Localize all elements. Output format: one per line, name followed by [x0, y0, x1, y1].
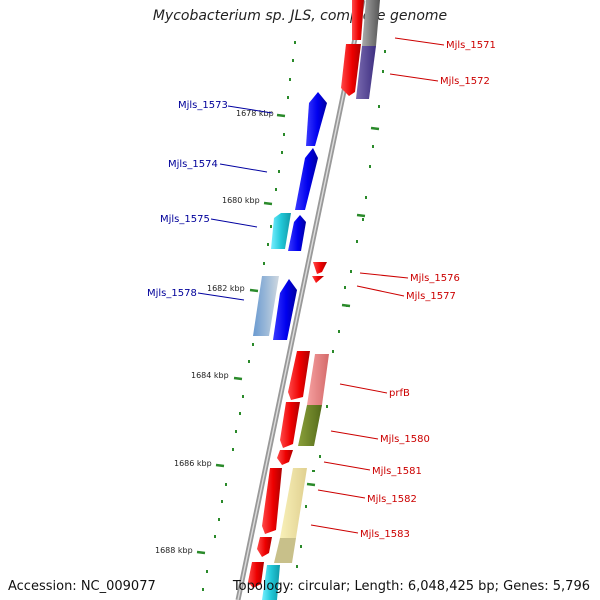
gene-label[interactable]: Mjls_1575	[160, 214, 210, 225]
tick-label: 1678 kbp	[236, 109, 274, 118]
gene-arrow[interactable]	[248, 562, 264, 588]
gene-box[interactable]	[274, 538, 296, 563]
tick-label: 1688 kbp	[155, 546, 193, 555]
tick-label: 1684 kbp	[191, 371, 229, 380]
gene-arrow[interactable]	[273, 279, 297, 340]
topology-text: Topology: circular; Length: 6,048,425 bp…	[232, 579, 590, 594]
accession-text: Accession: NC_009077	[8, 579, 156, 594]
tick-label: 1680 kbp	[222, 196, 260, 205]
gene-label[interactable]: Mjls_1582	[367, 494, 417, 505]
gene-label[interactable]: Mjls_1576	[410, 273, 460, 284]
gene-label[interactable]: Mjls_1571	[446, 40, 496, 51]
tick-label: 1682 kbp	[207, 284, 245, 293]
gene-label[interactable]: Mjls_1574	[168, 159, 218, 170]
major-ticks	[196, 113, 380, 555]
gene-arrow[interactable]	[352, 0, 364, 40]
gene-label[interactable]: Mjls_1581	[372, 466, 422, 477]
gene-box[interactable]	[356, 46, 376, 99]
gene-label[interactable]: Mjls_1573	[178, 100, 228, 111]
gene-arrow[interactable]	[288, 215, 306, 251]
gene-arrow[interactable]	[288, 351, 310, 400]
gene-box[interactable]	[253, 276, 279, 336]
gene-box[interactable]	[362, 0, 380, 46]
gene-label[interactable]: Mjls_1578	[147, 288, 197, 299]
right-guide	[296, 50, 386, 568]
left-guide	[202, 41, 296, 591]
gene-arrow[interactable]	[306, 92, 327, 146]
gene-label[interactable]: Mjls_1580	[380, 434, 430, 445]
gene-arrow[interactable]	[257, 537, 272, 557]
gene-arrow[interactable]	[341, 44, 361, 96]
gene-label[interactable]: Mjls_1583	[360, 529, 410, 540]
forward-genes	[253, 92, 327, 340]
gene-box[interactable]	[280, 468, 307, 538]
gene-arrow[interactable]	[295, 148, 318, 210]
right-labels: Mjls_1571 Mjls_1572 Mjls_1576 Mjls_1577 …	[310, 37, 496, 540]
gene-arrow[interactable]	[312, 276, 324, 283]
tick-label: 1686 kbp	[174, 459, 212, 468]
gene-box[interactable]	[298, 405, 322, 446]
reverse-genes	[248, 0, 380, 600]
gene-box[interactable]	[262, 565, 280, 600]
gene-arrow[interactable]	[262, 468, 282, 534]
gene-arrow[interactable]	[280, 402, 300, 448]
gene-label[interactable]: prfB	[389, 388, 410, 399]
gene-box[interactable]	[307, 354, 329, 405]
gene-arrow[interactable]	[277, 450, 293, 465]
gene-arrow[interactable]	[313, 262, 327, 274]
gene-label[interactable]: Mjls_1572	[440, 76, 490, 87]
gene-label[interactable]: Mjls_1577	[406, 291, 456, 302]
left-labels: Mjls_1573 Mjls_1574 Mjls_1575 Mjls_1578	[147, 100, 273, 301]
gene-box[interactable]	[271, 213, 291, 249]
